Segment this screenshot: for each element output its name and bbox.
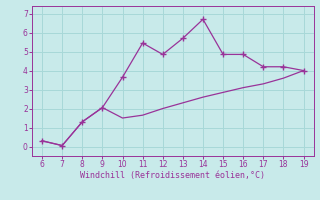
X-axis label: Windchill (Refroidissement éolien,°C): Windchill (Refroidissement éolien,°C) — [80, 171, 265, 180]
